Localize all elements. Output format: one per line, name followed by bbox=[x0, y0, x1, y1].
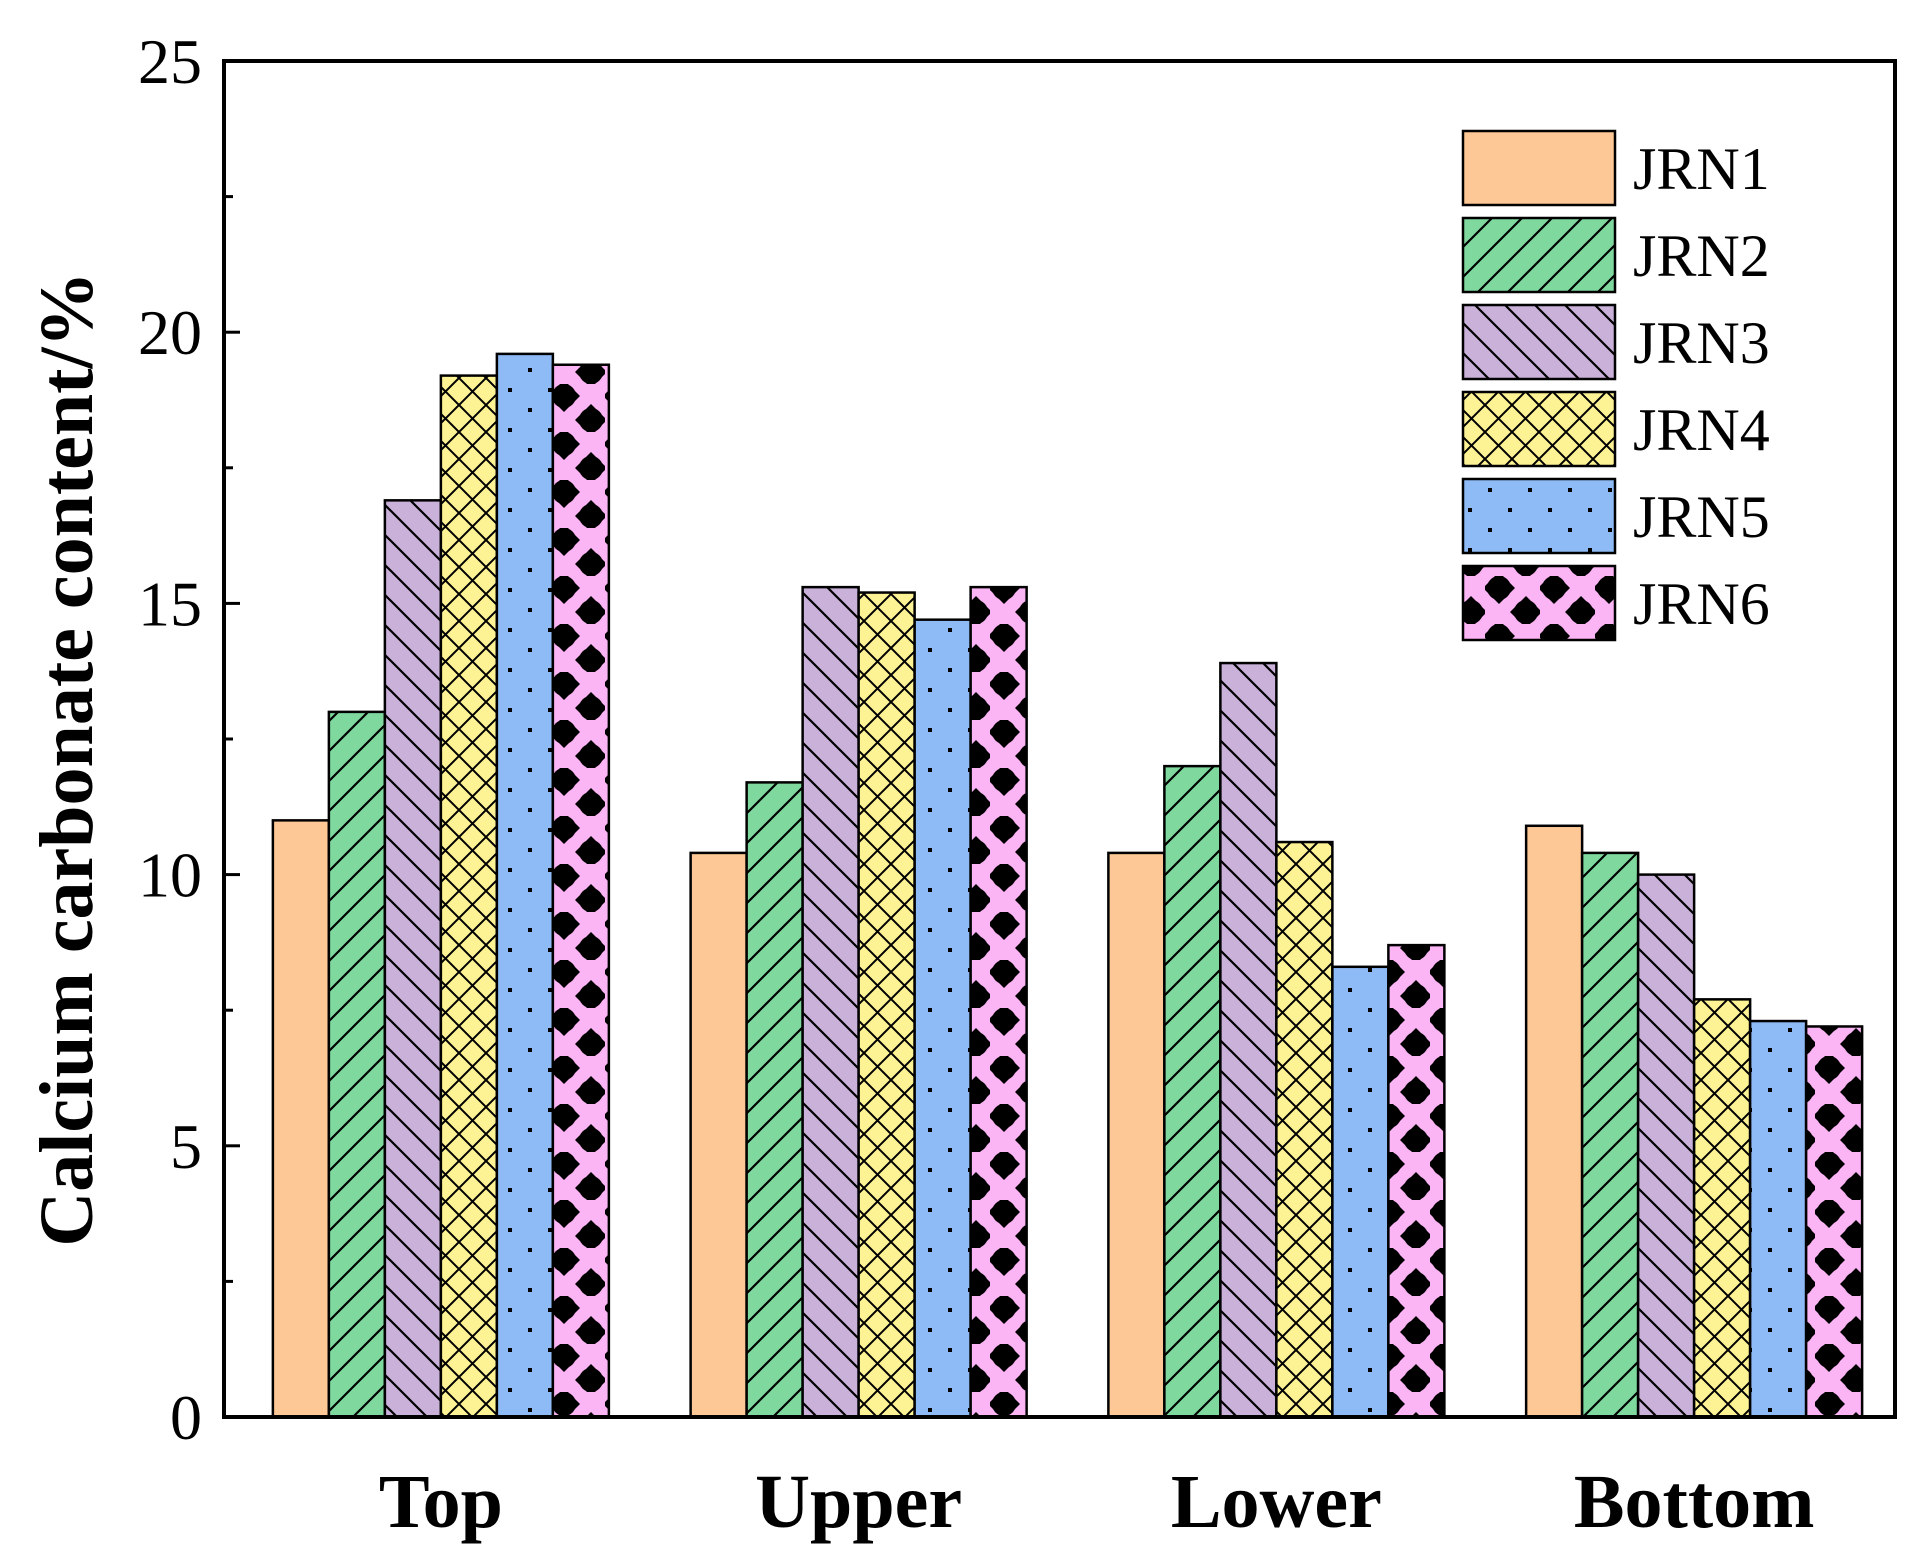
bar-jrn2-upper bbox=[745, 781, 804, 1419]
y-tick-label: 5 bbox=[170, 1111, 202, 1182]
legend-label: JRN3 bbox=[1633, 310, 1770, 376]
y-tick-label: 0 bbox=[170, 1382, 202, 1453]
legend-label: JRN4 bbox=[1633, 397, 1770, 463]
bar-jrn1-bottom bbox=[1524, 824, 1584, 1419]
y-axis-title: Calcium carbonate content/% bbox=[25, 271, 109, 1246]
bar-jrn6-lower bbox=[1387, 943, 1446, 1419]
legend-label: JRN1 bbox=[1633, 136, 1770, 202]
x-category-label: Upper bbox=[755, 1460, 962, 1544]
legend-swatch bbox=[1461, 129, 1617, 207]
y-tick-label: 25 bbox=[138, 26, 202, 97]
bar-jrn5-upper bbox=[913, 618, 972, 1419]
x-category-label: Bottom bbox=[1574, 1460, 1815, 1544]
y-tick-label: 20 bbox=[138, 297, 202, 368]
bar-jrn3-top bbox=[383, 499, 443, 1419]
bar-jrn3-upper bbox=[801, 585, 860, 1419]
legend: JRN1 JRN2 JRN3 JRN4 JRN5 JRN6 bbox=[1461, 129, 1770, 642]
bar-jrn5-top bbox=[495, 352, 555, 1419]
bars-layer bbox=[271, 352, 1864, 1419]
bar-jrn6-top bbox=[551, 363, 611, 1419]
bar-jrn4-upper bbox=[857, 591, 916, 1419]
legend-swatch bbox=[1461, 564, 1617, 642]
bar-jrn5-lower bbox=[1331, 965, 1390, 1419]
x-category-label: Top bbox=[379, 1460, 503, 1544]
legend-swatch bbox=[1461, 303, 1617, 381]
bar-jrn4-lower bbox=[1275, 840, 1334, 1419]
bar-jrn2-lower bbox=[1163, 764, 1222, 1419]
legend-label: JRN2 bbox=[1633, 223, 1770, 289]
legend-swatch bbox=[1461, 390, 1617, 468]
bar-jrn6-bottom bbox=[1804, 1025, 1864, 1419]
bar-jrn1-lower bbox=[1107, 851, 1166, 1419]
bar-jrn3-bottom bbox=[1636, 873, 1696, 1419]
bar-jrn6-upper bbox=[969, 585, 1028, 1419]
y-ticks: 0 5 10 15 20 25 bbox=[138, 26, 240, 1453]
bar-jrn1-upper bbox=[689, 851, 748, 1419]
legend-label: JRN5 bbox=[1633, 484, 1770, 550]
legend-swatch bbox=[1461, 477, 1617, 555]
x-category-label: Lower bbox=[1171, 1460, 1382, 1544]
bar-jrn2-top bbox=[327, 710, 387, 1419]
bar-jrn2-bottom bbox=[1580, 851, 1640, 1419]
y-tick-label: 15 bbox=[138, 568, 202, 639]
legend-swatch bbox=[1461, 216, 1617, 294]
bar-jrn1-top bbox=[271, 819, 331, 1419]
legend-label: JRN6 bbox=[1633, 571, 1770, 637]
bar-jrn3-lower bbox=[1219, 661, 1278, 1419]
bar-jrn5-bottom bbox=[1748, 1019, 1808, 1419]
bar-jrn4-top bbox=[439, 374, 499, 1419]
y-tick-label: 10 bbox=[138, 840, 202, 911]
x-category-labels: Top Upper Lower Bottom bbox=[379, 1460, 1815, 1544]
bar-jrn4-bottom bbox=[1692, 998, 1752, 1419]
